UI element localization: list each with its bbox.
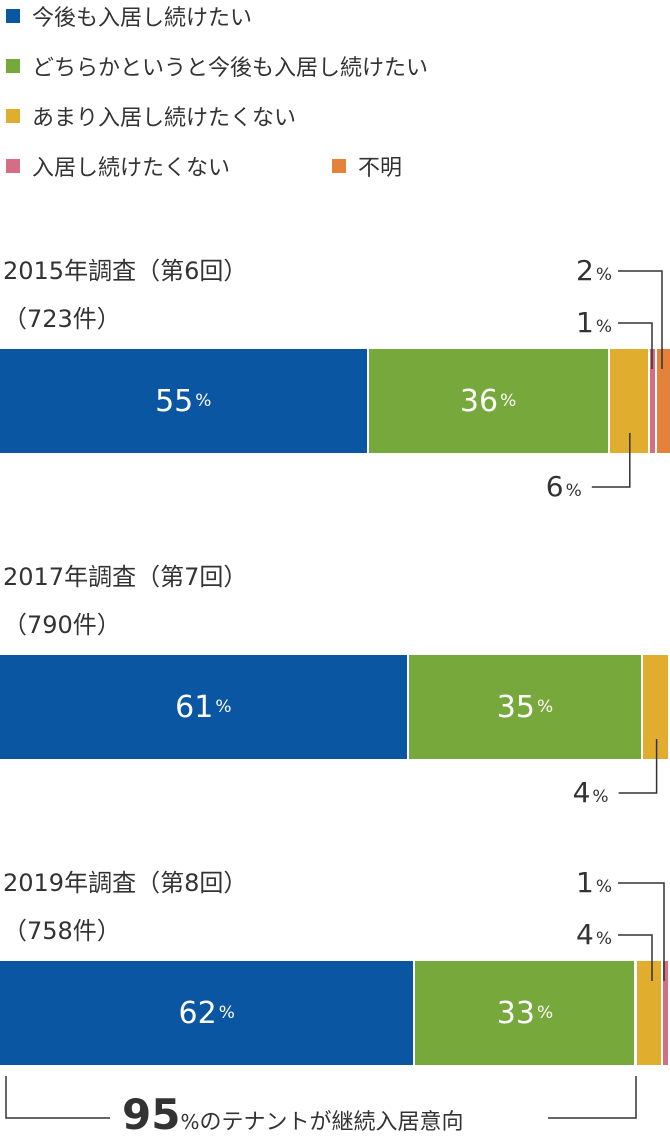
leader-line (618, 739, 658, 794)
segment-value-label: 55 (155, 383, 194, 419)
leader-line (618, 934, 653, 981)
legend-item: どちらかというと今後も入居し続けたい (6, 50, 428, 82)
legend-item: あまり入居し続けたくない (6, 100, 296, 132)
callout-label: 1% (576, 308, 612, 342)
segment-unit-label: % (218, 1003, 235, 1023)
segment-value-label: 36 (459, 383, 499, 419)
segment-unit-label: % (536, 697, 554, 717)
stacked-bar: 62% 33% (0, 961, 670, 1065)
bar-segment: 35% (408, 655, 644, 759)
legend-item: 不明 (332, 150, 402, 182)
callout-unit: % (595, 317, 612, 337)
survey-2015: 2015年調査（第6回） （723件） 55% 36% 2% 1% 6% (0, 256, 670, 502)
callout-unit: % (595, 929, 612, 949)
leader-lines (618, 882, 665, 981)
survey-title: 2017年調査（第7回） (3, 563, 248, 591)
bracket-right-line (548, 1076, 637, 1119)
legend-swatch (332, 159, 346, 173)
legend-swatch (6, 59, 20, 73)
legend-label: どちらかというと今後も入居し続けたい (32, 56, 429, 81)
legend-label: あまり入居し続けたくない (32, 106, 297, 131)
legend-swatch (6, 109, 20, 123)
callout-value: 1 (576, 866, 594, 899)
survey-count: （723件） (3, 305, 121, 333)
callout-label: 2% (576, 256, 612, 290)
bar-segment (649, 349, 657, 453)
survey-2017: 2017年調査（第7回） （790件） 61% 35% 4% (0, 562, 670, 808)
callout-label: 4% (576, 920, 612, 954)
segment-value-label: 35 (496, 689, 535, 725)
legend-label: 今後も入居し続けたい (32, 6, 253, 31)
legend-item: 今後も入居し続けたい (6, 0, 252, 32)
stacked-bar: 55% 36% (0, 349, 670, 453)
segment-unit-label: % (536, 1003, 554, 1023)
bar-segment: 61% (0, 655, 409, 759)
segment-unit-label: % (500, 391, 517, 411)
bar-segment: 33% (415, 961, 637, 1065)
leader-line (618, 322, 653, 369)
callout-label: 6% (546, 472, 582, 506)
legend-swatch (6, 159, 20, 173)
callout-unit: % (595, 265, 612, 285)
survey-count: （758件） (3, 917, 121, 945)
callout-label: 4% (573, 778, 609, 812)
callout-value: 4 (576, 918, 594, 951)
callout-label: 1% (576, 868, 612, 902)
segment-value-label: 61 (175, 689, 214, 725)
survey-2019: 2019年調査（第8回） （758件） 62% 33% 1% 4% (0, 868, 670, 1108)
legend-label: 不明 (358, 156, 403, 181)
legend-swatch (6, 9, 20, 23)
leader-line (618, 270, 663, 369)
leader-line (618, 882, 665, 981)
summary-text: のテナントが継続入居意向 (199, 1110, 464, 1135)
callout-unit: % (565, 481, 582, 501)
bar-segment (656, 349, 670, 453)
leader-lines (618, 739, 658, 794)
legend-item: 入居し続けたくない (6, 150, 230, 182)
segment-unit-label: % (215, 697, 232, 717)
leader-lines (591, 270, 663, 488)
segment-value-label: 33 (496, 995, 535, 1031)
leader-line (591, 433, 631, 488)
segment-value-label: 62 (178, 995, 217, 1031)
callout-value: 2 (576, 254, 594, 287)
survey-title: 2015年調査（第6回） (3, 257, 248, 285)
bracket-left-line (5, 1076, 110, 1119)
bar-segment: 55% (0, 349, 369, 453)
callout-value: 4 (572, 776, 591, 809)
survey-title: 2019年調査（第8回） (3, 869, 248, 897)
summary-bracket (5, 1076, 637, 1119)
bar-segment (663, 961, 670, 1065)
bar-segment (636, 961, 664, 1065)
legend-label: 入居し続けたくない (32, 156, 231, 181)
callout-unit: % (592, 787, 609, 807)
summary-unit: % (180, 1110, 200, 1134)
stacked-bar: 61% 35% (0, 655, 670, 759)
callout-unit: % (595, 877, 612, 897)
bar-segment: 62% (0, 961, 416, 1065)
callout-value: 6 (545, 470, 564, 503)
survey-count: （790件） (3, 611, 121, 639)
summary-annotation: 95%のテナントが継続入居意向 (116, 1090, 470, 1139)
segment-unit-label: % (195, 391, 212, 411)
summary-value: 95 (122, 1090, 181, 1139)
callout-value: 1 (576, 306, 594, 339)
bar-segment: 36% (368, 349, 610, 453)
